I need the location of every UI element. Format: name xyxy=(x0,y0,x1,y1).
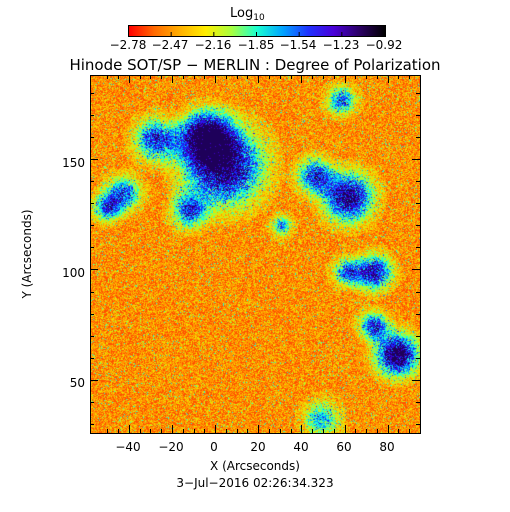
x-axis-label: X (Arcseconds) xyxy=(210,459,300,473)
y-tick-label: 100 xyxy=(62,266,85,280)
colorbar-tick-label: −1.54 xyxy=(279,38,317,52)
x-tick-label: −40 xyxy=(115,440,141,454)
colorbar-tick-label: −2.16 xyxy=(194,38,232,52)
x-tick-label: 0 xyxy=(210,440,218,454)
colorbar-ticks xyxy=(128,32,385,37)
colorbar-label: Log10 xyxy=(230,6,265,23)
x-tick-label: 20 xyxy=(250,440,266,454)
x-tick-label: 60 xyxy=(336,440,352,454)
colorbar-tick-label: −2.47 xyxy=(151,38,189,52)
colorbar-tick-label: −1.23 xyxy=(322,38,360,52)
colorbar-tick-labels: −2.78 −2.47 −2.16 −1.85 −1.54 −1.23 −0.9… xyxy=(0,38,510,54)
y-axis-label: Y (Arcseconds) xyxy=(20,209,34,299)
timestamp: 3−Jul−2016 02:26:34.323 xyxy=(176,476,334,490)
y-tick-label: 50 xyxy=(69,376,85,390)
x-tick-label: 80 xyxy=(379,440,395,454)
colorbar-label-subscript: 10 xyxy=(253,13,265,23)
polarization-map-image xyxy=(90,75,420,433)
colorbar-tick-label: −1.85 xyxy=(237,38,275,52)
y-tick-label: 150 xyxy=(62,156,85,170)
plot-frame xyxy=(90,75,421,434)
x-tick-label: 40 xyxy=(293,440,309,454)
colorbar-tick-label: −0.92 xyxy=(365,38,403,52)
x-tick-label: −20 xyxy=(158,440,184,454)
colorbar-tick-label: −2.78 xyxy=(109,38,147,52)
colorbar-label-main: Log xyxy=(230,6,254,21)
plot-title: Hinode SOT/SP − MERLIN : Degree of Polar… xyxy=(69,56,441,74)
